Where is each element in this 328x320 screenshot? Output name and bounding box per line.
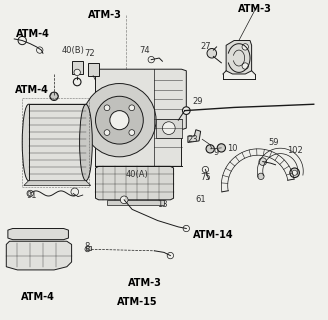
Polygon shape bbox=[156, 119, 181, 138]
Circle shape bbox=[73, 78, 81, 86]
Circle shape bbox=[74, 69, 80, 76]
Circle shape bbox=[50, 92, 58, 100]
Polygon shape bbox=[95, 69, 186, 166]
Circle shape bbox=[110, 111, 129, 130]
Text: 23: 23 bbox=[187, 135, 198, 144]
Circle shape bbox=[27, 190, 33, 197]
Text: 59: 59 bbox=[269, 138, 279, 147]
Text: 10: 10 bbox=[227, 144, 238, 153]
Polygon shape bbox=[188, 130, 201, 142]
Ellipse shape bbox=[22, 104, 35, 181]
Circle shape bbox=[129, 130, 135, 135]
Circle shape bbox=[290, 168, 299, 178]
Circle shape bbox=[129, 105, 135, 111]
Circle shape bbox=[95, 96, 143, 144]
Circle shape bbox=[206, 145, 214, 153]
Polygon shape bbox=[8, 228, 69, 240]
Text: ATM-3: ATM-3 bbox=[128, 278, 162, 288]
Text: 29: 29 bbox=[192, 97, 203, 106]
Circle shape bbox=[292, 170, 297, 175]
Text: 74: 74 bbox=[140, 45, 150, 55]
Circle shape bbox=[259, 158, 267, 165]
Circle shape bbox=[120, 196, 128, 204]
Polygon shape bbox=[226, 41, 252, 74]
Circle shape bbox=[104, 105, 110, 111]
Ellipse shape bbox=[80, 104, 92, 181]
Text: 75: 75 bbox=[200, 173, 211, 182]
Polygon shape bbox=[72, 61, 83, 74]
Circle shape bbox=[202, 166, 209, 173]
Polygon shape bbox=[107, 200, 164, 204]
Text: 8: 8 bbox=[85, 242, 90, 251]
Circle shape bbox=[167, 252, 174, 259]
Polygon shape bbox=[95, 166, 174, 200]
Text: 40(B): 40(B) bbox=[62, 45, 85, 55]
Circle shape bbox=[207, 49, 216, 58]
Text: ATM-4: ATM-4 bbox=[15, 85, 49, 95]
Polygon shape bbox=[88, 63, 99, 76]
Circle shape bbox=[104, 130, 110, 135]
Text: 27: 27 bbox=[200, 42, 211, 52]
Text: ATM-15: ATM-15 bbox=[117, 297, 157, 307]
Text: 91: 91 bbox=[27, 190, 37, 200]
Circle shape bbox=[217, 144, 225, 152]
Text: 72: 72 bbox=[84, 49, 94, 58]
Text: 102: 102 bbox=[287, 146, 302, 155]
Circle shape bbox=[242, 44, 248, 50]
Text: ATM-4: ATM-4 bbox=[21, 292, 55, 302]
Text: 40(A): 40(A) bbox=[126, 170, 148, 179]
Polygon shape bbox=[24, 181, 91, 186]
Text: ATM-14: ATM-14 bbox=[193, 230, 234, 240]
Polygon shape bbox=[50, 93, 58, 100]
Circle shape bbox=[182, 107, 190, 115]
Text: ATM-3: ATM-3 bbox=[238, 4, 272, 14]
Circle shape bbox=[162, 122, 175, 134]
Circle shape bbox=[36, 47, 43, 53]
Circle shape bbox=[242, 63, 248, 69]
Circle shape bbox=[18, 36, 26, 45]
Text: ATM-3: ATM-3 bbox=[88, 10, 122, 20]
Text: 61: 61 bbox=[195, 195, 206, 204]
Circle shape bbox=[83, 84, 156, 157]
Circle shape bbox=[85, 247, 90, 252]
Text: 13: 13 bbox=[157, 200, 168, 209]
Bar bbox=[86, 246, 91, 250]
Circle shape bbox=[258, 173, 264, 180]
Circle shape bbox=[71, 188, 79, 196]
Polygon shape bbox=[29, 104, 86, 181]
Circle shape bbox=[148, 56, 154, 63]
Polygon shape bbox=[6, 241, 72, 270]
Circle shape bbox=[183, 225, 190, 232]
Text: ATM-4: ATM-4 bbox=[16, 29, 50, 39]
Text: 9: 9 bbox=[214, 148, 219, 156]
